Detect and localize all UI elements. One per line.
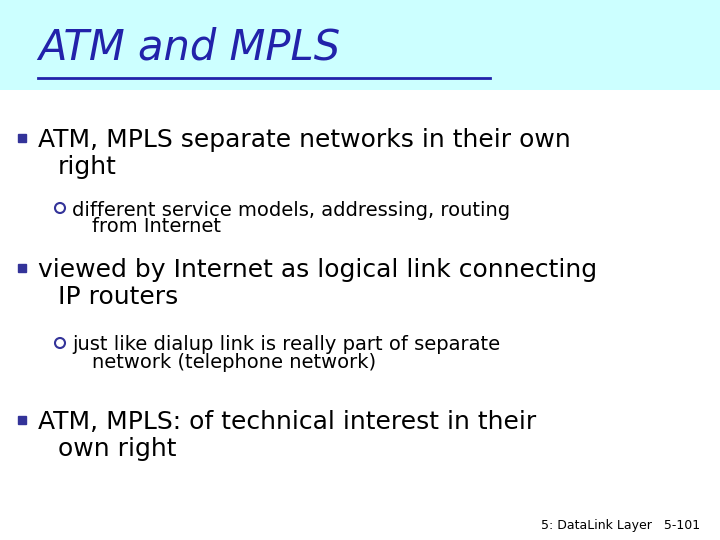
Text: 5: DataLink Layer   5-101: 5: DataLink Layer 5-101 xyxy=(541,519,700,532)
Text: just like dialup link is really part of separate: just like dialup link is really part of … xyxy=(72,335,500,354)
Bar xyxy=(18,416,26,424)
Text: IP routers: IP routers xyxy=(58,285,179,309)
Text: from Internet: from Internet xyxy=(92,218,221,237)
Text: viewed by Internet as logical link connecting: viewed by Internet as logical link conne… xyxy=(38,258,597,282)
Text: ATM, MPLS: of technical interest in their: ATM, MPLS: of technical interest in thei… xyxy=(38,410,536,434)
Text: right: right xyxy=(58,155,117,179)
Bar xyxy=(18,134,26,142)
Bar xyxy=(18,264,26,272)
Bar xyxy=(0,0,720,90)
Text: own right: own right xyxy=(58,437,176,461)
Text: ATM, MPLS separate networks in their own: ATM, MPLS separate networks in their own xyxy=(38,128,571,152)
Text: network (telephone network): network (telephone network) xyxy=(92,353,376,372)
Text: ATM and MPLS: ATM and MPLS xyxy=(38,27,340,69)
Text: different service models, addressing, routing: different service models, addressing, ro… xyxy=(72,200,510,219)
